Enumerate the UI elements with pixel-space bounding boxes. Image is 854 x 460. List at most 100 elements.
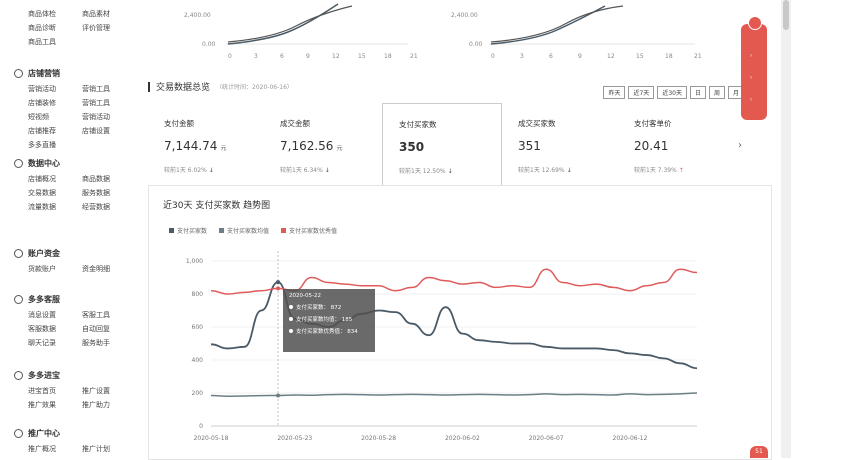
sidebar-section-header[interactable]: 多多客服 bbox=[14, 294, 60, 305]
sidebar-item[interactable]: 营销工具 bbox=[82, 85, 110, 93]
kpi-card[interactable]: 支付买家数 350 较前1天 12.50% ↓ bbox=[382, 103, 502, 186]
sidebar-item[interactable]: 店铺装修 bbox=[28, 99, 56, 107]
kpi-compare-label: 较前1天 bbox=[399, 168, 421, 175]
sidebar-section-header[interactable]: 多多进宝 bbox=[14, 370, 60, 381]
mini-x-tick: 3 bbox=[254, 53, 258, 60]
legend-item[interactable]: 支付买家数优秀值 bbox=[281, 226, 337, 235]
period-yesterday[interactable]: 昨天 bbox=[603, 86, 626, 99]
sidebar-item[interactable]: 交易数据 bbox=[28, 189, 56, 197]
sidebar-item[interactable]: 客服工具 bbox=[82, 311, 110, 319]
mini-x-tick: 18 bbox=[665, 53, 673, 60]
mini-x-tick: 0 bbox=[228, 53, 232, 60]
period-day[interactable]: 日 bbox=[689, 86, 706, 99]
chat-badge-icon[interactable]: 51 bbox=[750, 446, 768, 458]
sidebar-item[interactable]: 店铺设置 bbox=[82, 127, 110, 135]
trend-chart-svg: 0 200 400 600 800 1,000 2020-05-18 2020-05-23 20… bbox=[186, 251, 698, 442]
y-tick-label: 200 bbox=[192, 390, 204, 397]
sidebar-section-header[interactable]: 店铺营销 bbox=[14, 68, 60, 79]
sidebar-item[interactable]: 营销工具 bbox=[82, 99, 110, 107]
legend-item[interactable]: 支付买家数 bbox=[169, 226, 207, 235]
arrow-down-icon: ↓ bbox=[566, 167, 572, 174]
sidebar-section-header[interactable]: 推广中心 bbox=[14, 428, 60, 439]
sidebar-item[interactable]: 店铺推荐 bbox=[28, 127, 56, 135]
section-icon bbox=[14, 249, 23, 258]
sidebar-item[interactable]: 店铺概况 bbox=[28, 175, 56, 183]
mini-chart-left: 2,400.00 0.00 0 3 6 9 12 15 18 21 bbox=[178, 0, 428, 60]
sidebar-item[interactable]: 商品体检 bbox=[28, 10, 56, 18]
title-bar bbox=[148, 81, 150, 92]
sidebar-item[interactable]: 货款账户 bbox=[28, 265, 56, 273]
kpi-pct: 7.39% bbox=[657, 167, 677, 174]
x-tick-label: 2020-05-23 bbox=[277, 435, 312, 442]
period-30days[interactable]: 近30天 bbox=[657, 86, 687, 99]
sidebar: 商品体检 商品素材 商品诊断 评价管理 商品工具 店铺营销 营销活动 营销工具 店铺装修 营销工… bbox=[0, 0, 140, 458]
series-point[interactable] bbox=[276, 280, 281, 285]
sidebar-item[interactable]: 聊天记录 bbox=[28, 339, 56, 347]
sidebar-section-title: 多多进宝 bbox=[28, 371, 60, 380]
sidebar-item[interactable]: 评价管理 bbox=[82, 24, 110, 32]
kpi-compare: 较前1天 7.39% ↑ bbox=[634, 165, 684, 174]
x-tick-label: 2020-06-12 bbox=[613, 435, 648, 442]
scrollbar-thumb[interactable] bbox=[783, 0, 789, 30]
kpi-pct: 12.50% bbox=[422, 168, 446, 175]
tooltip-row-text: 支付买家数均值： 185 bbox=[296, 317, 353, 323]
sidebar-item[interactable]: 商品工具 bbox=[28, 38, 56, 46]
sidebar-section-header[interactable]: 数据中心 bbox=[14, 158, 60, 169]
kpi-compare-label: 较前1天 bbox=[634, 167, 656, 174]
scrollbar[interactable] bbox=[781, 0, 791, 458]
period-week[interactable]: 周 bbox=[708, 86, 725, 99]
legend-label: 支付买家数均值 bbox=[227, 228, 270, 235]
mini-x-axis: 0 3 6 9 12 15 18 21 bbox=[228, 53, 418, 60]
period-7days[interactable]: 近7天 bbox=[628, 86, 655, 99]
sidebar-item[interactable]: 营销活动 bbox=[82, 113, 110, 121]
sidebar-item[interactable]: 资金明细 bbox=[82, 265, 110, 273]
sidebar-item[interactable]: 客服数据 bbox=[28, 325, 56, 333]
kpi-card[interactable]: 成交买家数 351 较前1天 12.69% ↓ bbox=[502, 103, 620, 185]
kpi-value-wrap: 7,162.56 元 bbox=[280, 139, 342, 153]
kpi-compare: 较前1天 12.50% ↓ bbox=[399, 166, 453, 175]
mini-y-label: 0.00 bbox=[202, 41, 216, 48]
sidebar-item[interactable]: 服务数据 bbox=[82, 189, 110, 197]
mini-y-label: 2,400.00 bbox=[184, 12, 211, 19]
kpi-pct: 6.02% bbox=[187, 167, 207, 174]
sidebar-item[interactable]: 商品诊断 bbox=[28, 24, 56, 32]
kpi-label: 支付客单价 bbox=[634, 119, 672, 128]
y-tick-label: 0 bbox=[199, 423, 203, 430]
sidebar-item[interactable]: 商品数据 bbox=[82, 175, 110, 183]
sidebar-item[interactable]: 推广设置 bbox=[82, 387, 110, 395]
mini-chart-right-svg: 2,400.00 0.00 0 3 6 9 12 15 18 21 bbox=[451, 5, 702, 60]
sidebar-item[interactable]: 推广助力 bbox=[82, 401, 110, 409]
kpi-card[interactable]: 成交金额 7,162.56 元较前1天 6.34% ↓ bbox=[264, 103, 382, 185]
sidebar-item[interactable]: 营销活动 bbox=[28, 85, 56, 93]
sidebar-item[interactable]: 商品素材 bbox=[82, 10, 110, 18]
next-arrow-icon[interactable]: › bbox=[738, 140, 742, 151]
x-tick-label: 2020-06-02 bbox=[445, 435, 480, 442]
sidebar-item[interactable]: 流量数据 bbox=[28, 203, 56, 211]
sidebar-item[interactable]: 进宝首页 bbox=[28, 387, 56, 395]
series-point[interactable] bbox=[276, 393, 281, 398]
sidebar-item[interactable]: 消息设置 bbox=[28, 311, 56, 319]
floating-service-widget[interactable]: ◦ ◦ ◦ bbox=[741, 16, 767, 120]
x-tick-label: 2020-06-07 bbox=[529, 435, 564, 442]
widget-glyph: ◦ bbox=[749, 74, 754, 82]
sidebar-item[interactable]: 推广概况 bbox=[28, 445, 56, 453]
trend-chart-panel: 近30天 支付买家数 趋势图 支付买家数 支付买家数均值 支付买家数优秀值 0 2… bbox=[148, 185, 772, 460]
sidebar-section-header[interactable]: 账户资金 bbox=[14, 248, 60, 259]
sidebar-item[interactable]: 多多直播 bbox=[28, 141, 56, 149]
mini-x-axis: 0 3 6 9 12 15 18 21 bbox=[491, 53, 702, 60]
sidebar-item[interactable]: 经营数据 bbox=[82, 203, 110, 211]
series-point[interactable] bbox=[276, 286, 281, 291]
widget-glyph: ◦ bbox=[749, 52, 754, 60]
sidebar-item[interactable]: 服务助手 bbox=[82, 339, 110, 347]
kpi-card[interactable]: 支付客单价 20.41 较前1天 7.39% ↑ bbox=[618, 103, 736, 185]
kpi-unit: 元 bbox=[220, 145, 227, 152]
sidebar-item[interactable]: 推广计划 bbox=[82, 445, 110, 453]
mini-y-label: 0.00 bbox=[469, 41, 483, 48]
kpi-card[interactable]: 支付金额 7,144.74 元较前1天 6.02% ↓ bbox=[148, 103, 266, 185]
sidebar-item[interactable]: 自动回复 bbox=[82, 325, 110, 333]
legend-item[interactable]: 支付买家数均值 bbox=[219, 226, 269, 235]
sidebar-item[interactable]: 短视频 bbox=[28, 113, 49, 121]
sidebar-item[interactable]: 推广效果 bbox=[28, 401, 56, 409]
chart-tooltip: 2020-05-22 支付买家数： 872 支付买家数均值： 185 支付买家数… bbox=[283, 289, 375, 352]
kpi-value: 350 bbox=[399, 140, 425, 154]
